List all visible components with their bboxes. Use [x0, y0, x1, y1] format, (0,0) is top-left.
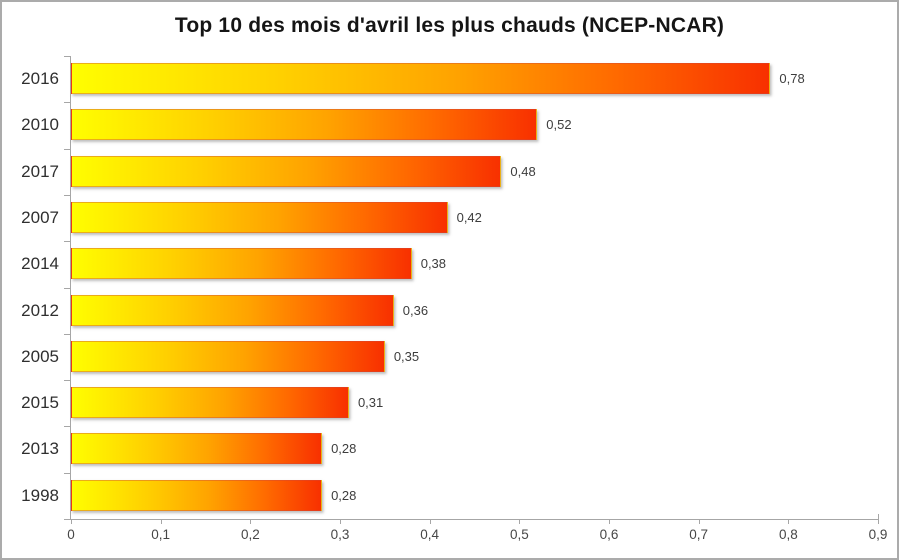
bar-value-label: 0,28	[331, 487, 357, 503]
x-axis-tick-label: 0	[67, 527, 75, 542]
x-axis-end-tick	[878, 514, 879, 519]
y-axis-tick	[64, 380, 71, 382]
x-axis-tick	[160, 519, 162, 524]
bar	[71, 109, 538, 141]
x-axis-tick	[878, 519, 879, 524]
y-axis-label: 2005	[21, 346, 59, 366]
bar	[71, 63, 771, 94]
y-axis-label: 2010	[21, 115, 59, 135]
x-axis-tick	[788, 519, 790, 524]
plot-area: 2016 0,78 2010 0,52 2017 0,48 2007 0,42 2014 0,38…	[21, 56, 887, 542]
y-axis-tick	[64, 241, 71, 243]
x-axis-tick	[429, 519, 431, 524]
x-axis-tick-label: 0,7	[689, 527, 709, 542]
y-axis-tick	[64, 472, 71, 474]
y-axis-label: 2013	[21, 439, 59, 459]
y-axis-label: 2007	[21, 207, 59, 227]
y-axis-tick	[64, 519, 71, 520]
bar-row: 2007 0,42	[21, 195, 878, 241]
y-axis-label: 2014	[21, 254, 59, 274]
y-axis-tick	[64, 426, 71, 428]
x-axis-tick-label: 0,6	[599, 527, 619, 542]
bar-value-label: 0,48	[510, 163, 536, 179]
chart-title: Top 10 des mois d'avril les plus chauds …	[174, 14, 725, 37]
bar-value-label: 0,78	[779, 71, 805, 86]
x-axis-tick-label: 0,5	[509, 527, 529, 542]
bar	[71, 433, 323, 465]
bar	[71, 479, 323, 511]
bar-row: 1998 0,28	[21, 473, 878, 519]
bar	[71, 155, 502, 187]
bar-value-label: 0,31	[357, 395, 384, 411]
x-axis-tick-label: 0,8	[778, 527, 798, 542]
bar-row: 2016 0,78	[21, 56, 878, 102]
y-axis-tick	[64, 287, 71, 289]
bar-row: 2014 0,38	[21, 241, 878, 287]
x-axis-tick	[698, 519, 700, 524]
bar-value-label: 0,42	[456, 209, 482, 225]
bar	[71, 387, 349, 419]
x-axis-tick-label: 0,2	[240, 527, 260, 542]
y-axis-tick	[64, 333, 71, 335]
bar-row: 2012 0,36	[21, 288, 878, 334]
x-axis-tick-label: 0,9	[868, 527, 888, 542]
x-axis-tick	[250, 519, 252, 524]
bar-row: 2013 0,28	[21, 426, 878, 472]
x-axis-tick	[609, 519, 610, 524]
x-axis-tick	[340, 519, 341, 524]
bar-row: 2005 0,35	[21, 334, 878, 380]
y-axis-tick	[64, 148, 71, 150]
y-axis-label: 2017	[21, 161, 59, 181]
bar	[71, 201, 448, 233]
bar	[71, 340, 385, 372]
bar-value-label: 0,52	[546, 117, 572, 133]
x-axis-tick-label: 0,4	[420, 527, 440, 542]
x-axis-tick	[71, 519, 72, 524]
bar	[71, 248, 412, 280]
bar	[71, 294, 394, 326]
bar-value-label: 0,38	[420, 256, 447, 272]
x-axis-tick-label: 0,3	[330, 527, 350, 542]
bar-row: 2010 0,52	[21, 102, 878, 148]
bar-value-label: 0,28	[331, 441, 357, 457]
bar-row: 2015 0,31	[21, 380, 878, 426]
y-axis-label: 2015	[21, 393, 59, 413]
x-axis-tick	[519, 519, 521, 524]
y-axis-label: 1998	[21, 485, 59, 505]
bar-value-label: 0,35	[393, 348, 420, 364]
y-axis-label: 2016	[21, 69, 59, 88]
bar-row: 2017 0,48	[21, 149, 878, 195]
y-axis-tick	[64, 56, 71, 57]
y-axis-tick	[64, 102, 71, 104]
bar-value-label: 0,36	[402, 302, 429, 318]
y-axis-tick	[64, 194, 71, 196]
x-axis-tick-label: 0,1	[151, 527, 171, 542]
y-axis-label: 2012	[21, 300, 59, 320]
